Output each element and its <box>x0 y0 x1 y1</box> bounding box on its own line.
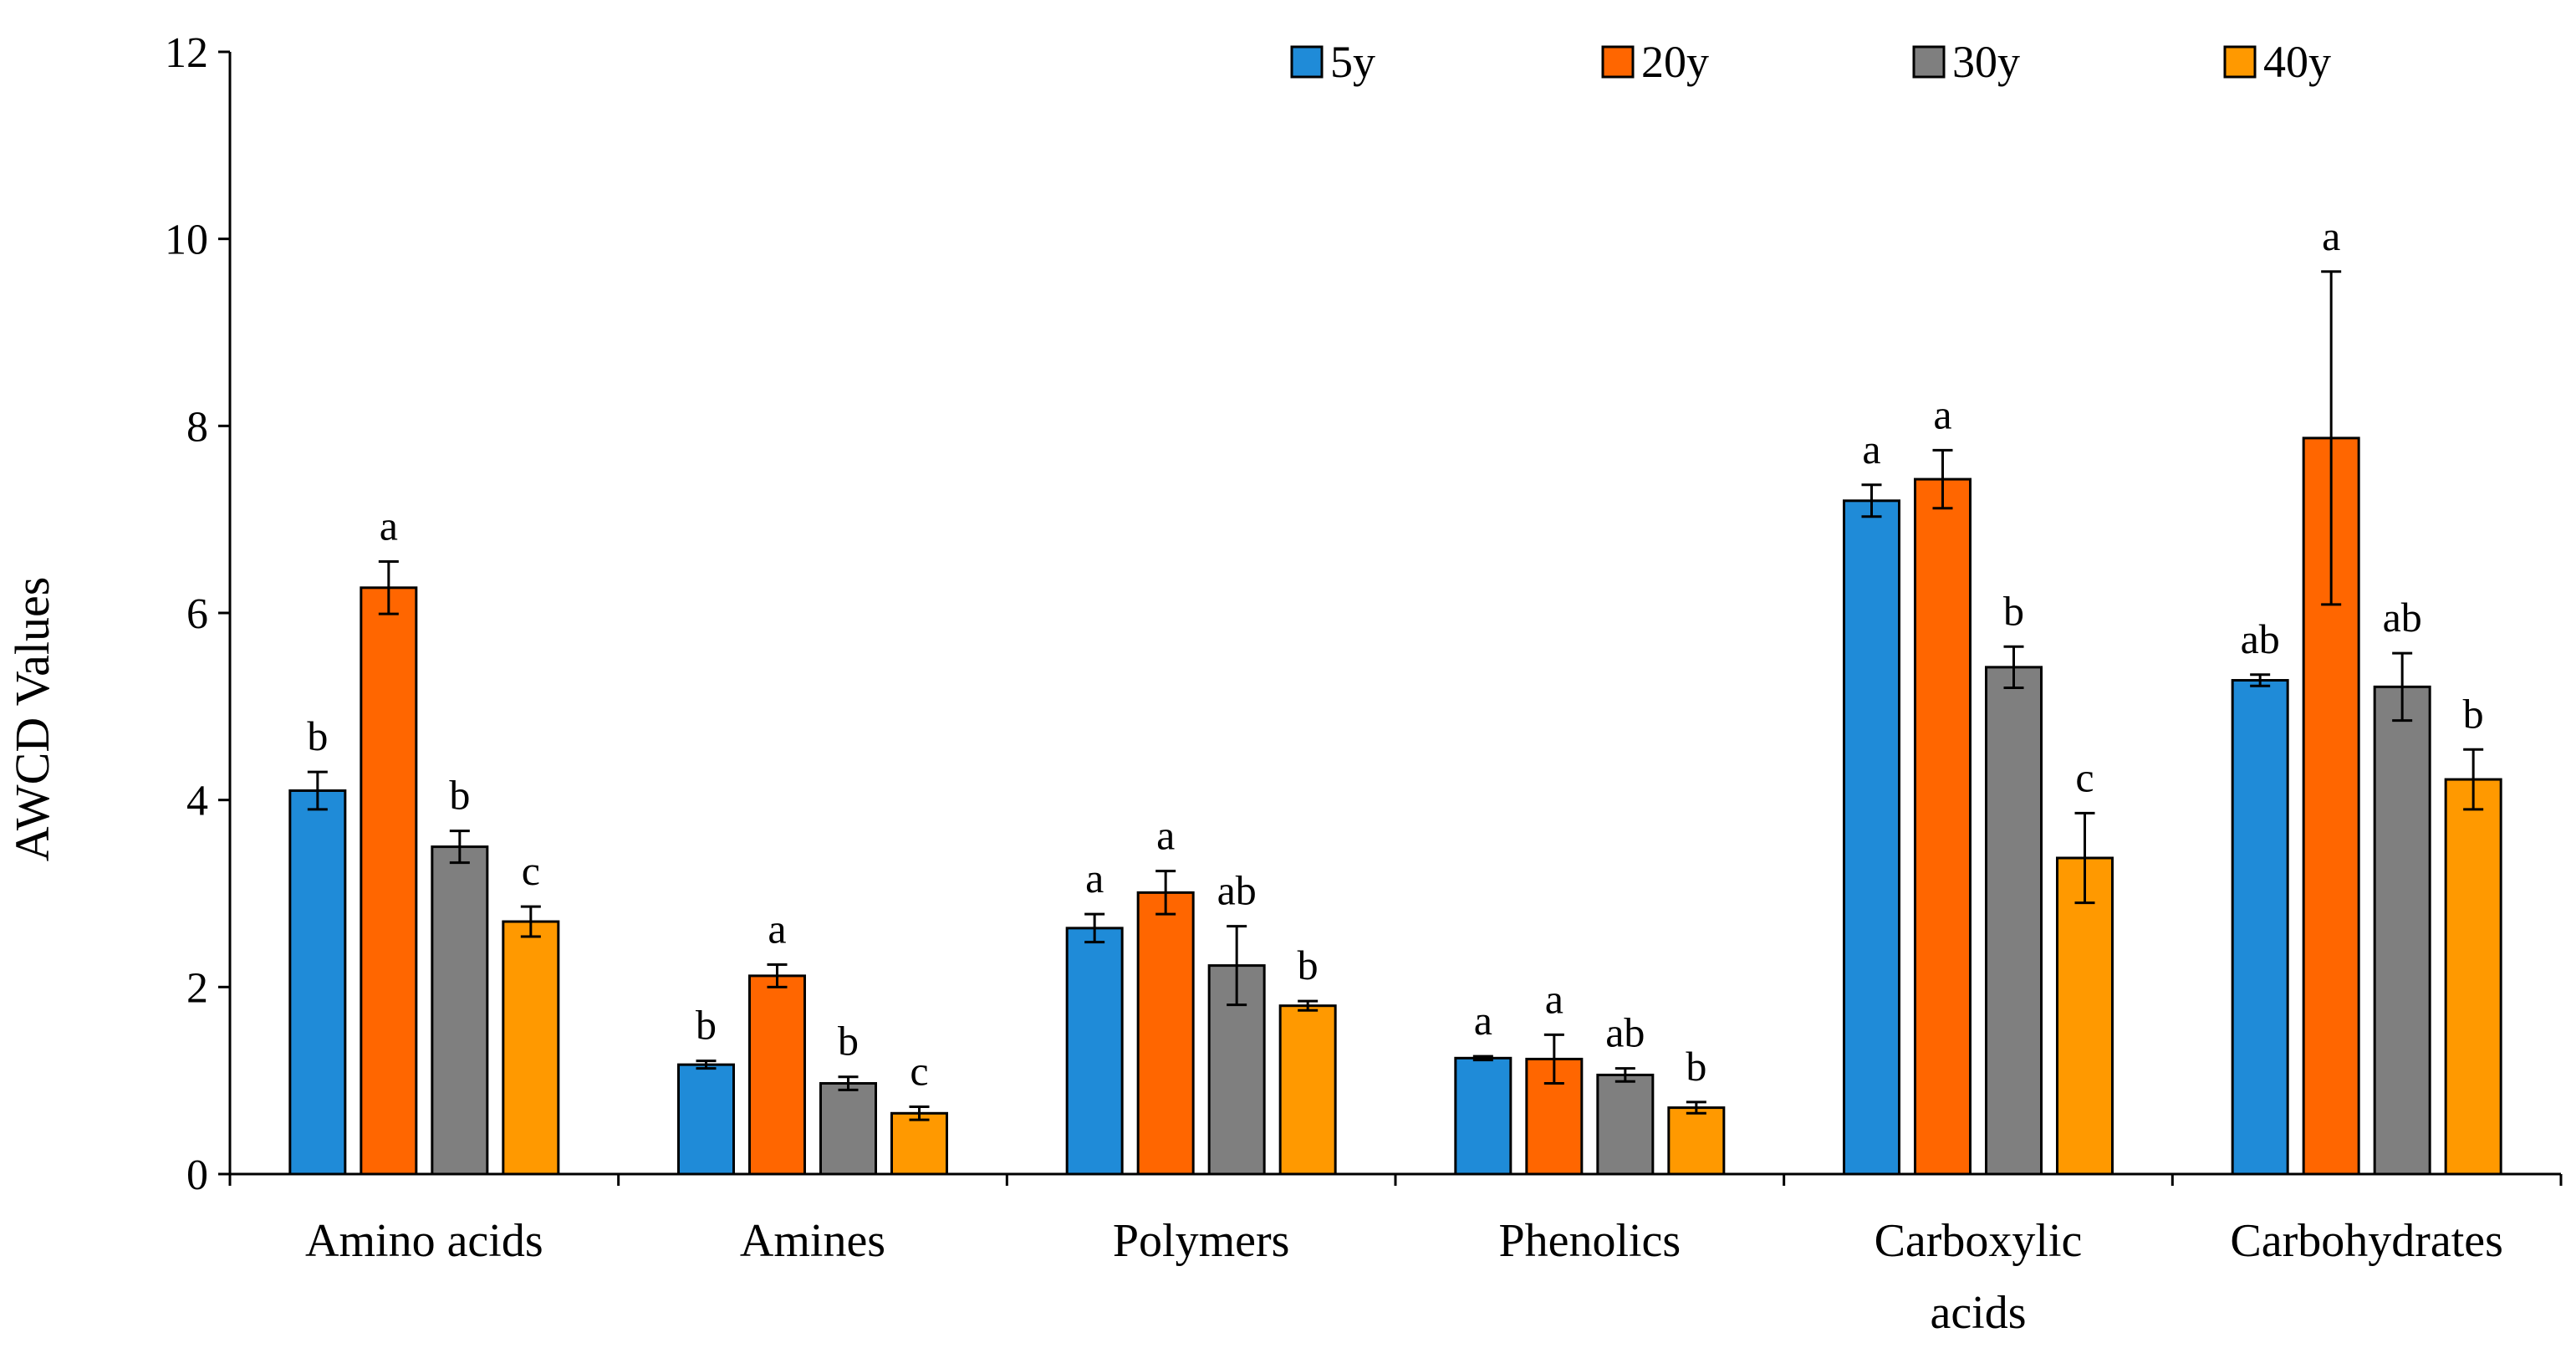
bar <box>1454 1056 1512 1176</box>
category-labels: Amino acids Amines Polymers Phenolics Carbox… <box>305 1215 2503 1339</box>
bar <box>1667 1106 1726 1176</box>
y-tick-label: 8 <box>186 403 208 451</box>
significance-label: a <box>768 905 786 952</box>
significance-label: a <box>2322 212 2340 259</box>
bar <box>819 1082 877 1176</box>
significance-label: b <box>2463 690 2484 737</box>
bar <box>1065 927 1124 1176</box>
y-tick-label: 6 <box>186 590 208 638</box>
significance-label: ab <box>1605 1009 1645 1056</box>
significance-label: ab <box>2383 594 2422 641</box>
category-label: Amino acids <box>305 1215 543 1267</box>
legend-label: 20y <box>1641 37 1709 87</box>
significance-label: a <box>1474 997 1492 1044</box>
bar <box>1136 891 1195 1176</box>
category-label: Carboxylic <box>1875 1215 2083 1267</box>
significance-label: b <box>2003 587 2024 634</box>
bar <box>2444 778 2502 1176</box>
y-tick-label: 10 <box>165 217 208 264</box>
legend-swatch <box>2223 45 2257 79</box>
significance-label: c <box>2075 753 2094 800</box>
bar <box>1278 1004 1337 1176</box>
bars <box>288 437 2502 1176</box>
category-label: Amines <box>740 1215 885 1267</box>
legend: 5y 20y 30y 40y <box>1290 37 2331 87</box>
legend-swatch <box>1912 45 1946 79</box>
bar <box>1596 1073 1655 1176</box>
y-axis-title: AWCD Values <box>5 577 59 862</box>
error-bars <box>307 270 2484 1121</box>
significance-label: b <box>696 1002 717 1049</box>
category-label: Carbohydrates <box>2230 1215 2503 1267</box>
bar <box>1843 499 1900 1176</box>
significance-label: c <box>910 1047 928 1094</box>
significance-label: b <box>838 1018 859 1065</box>
significance-label: c <box>522 847 540 894</box>
y-tick-label: 4 <box>186 778 208 825</box>
axes: 0 2 4 6 8 10 12 <box>165 29 2563 1199</box>
legend-label: 40y <box>2263 37 2331 87</box>
bar <box>2056 856 2114 1176</box>
y-tick-label: 12 <box>165 29 208 77</box>
significance-label: ab <box>1217 867 1257 914</box>
significance-label: b <box>449 772 470 819</box>
significance-label: ab <box>2241 615 2280 662</box>
y-tick-label: 2 <box>186 964 208 1012</box>
bar <box>1914 477 1972 1176</box>
legend-label: 30y <box>1952 37 2020 87</box>
category-label: Polymers <box>1113 1215 1290 1267</box>
bar <box>1985 666 2043 1176</box>
legend-swatch <box>1290 45 1324 79</box>
significance-label: a <box>1862 426 1880 472</box>
significance-label: a <box>1933 391 1951 437</box>
significance-label: a <box>1545 975 1563 1022</box>
significance-label: b <box>1686 1043 1706 1090</box>
bar <box>360 586 418 1176</box>
significance-label: a <box>1085 855 1104 901</box>
bar <box>2373 685 2431 1176</box>
bar <box>890 1111 948 1176</box>
bar <box>288 789 347 1176</box>
bar <box>2231 679 2289 1176</box>
bar <box>677 1063 735 1176</box>
category-label: Phenolics <box>1498 1215 1681 1267</box>
bar <box>748 974 806 1176</box>
bar <box>502 920 560 1176</box>
significance-label: b <box>1298 942 1319 988</box>
y-tick-label: 0 <box>186 1151 208 1199</box>
bar <box>431 845 489 1176</box>
significance-label: a <box>1156 812 1175 859</box>
significance-label: a <box>380 502 398 549</box>
legend-swatch <box>1601 45 1635 79</box>
category-label: acids <box>1930 1287 2026 1339</box>
legend-label: 5y <box>1330 37 1375 87</box>
significance-label: b <box>307 712 328 759</box>
